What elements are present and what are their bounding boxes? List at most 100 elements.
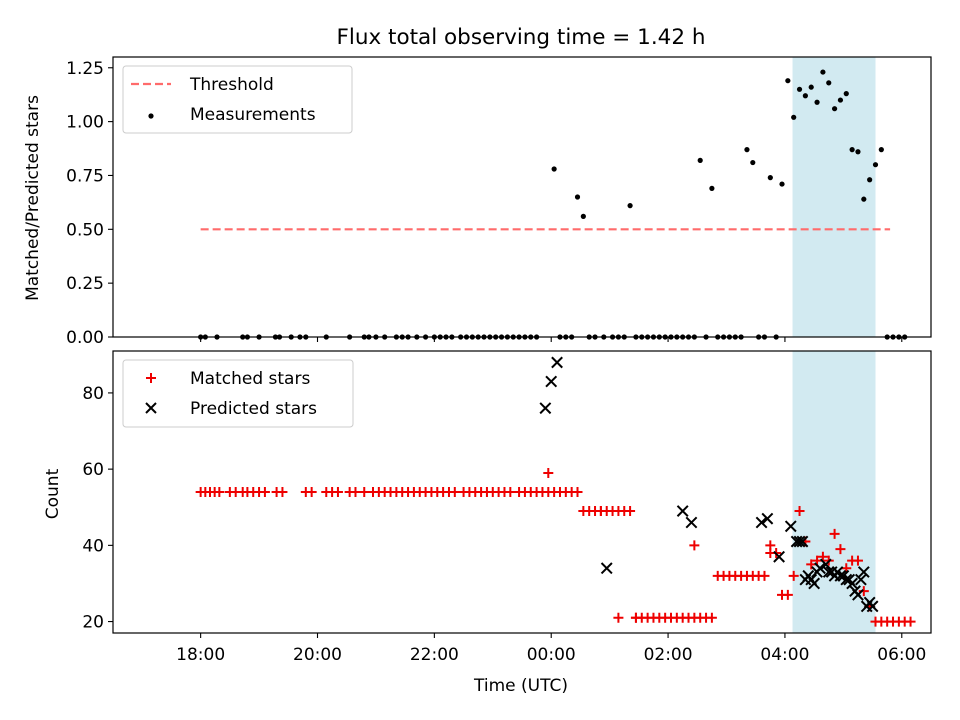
measurement-point bbox=[574, 194, 581, 200]
predicted-star-point bbox=[819, 558, 832, 571]
y-tick-label: 80 bbox=[82, 384, 104, 404]
matched-star-point bbox=[782, 589, 793, 600]
predicted-star-point bbox=[834, 569, 847, 582]
matched-star-point bbox=[706, 612, 717, 623]
legend-label: Predicted stars bbox=[190, 399, 317, 419]
predicted-star-point bbox=[685, 516, 698, 529]
y-tick-label: 0.00 bbox=[66, 328, 104, 348]
x-tick-label: 20:00 bbox=[293, 645, 342, 665]
measurement-point bbox=[551, 166, 557, 172]
top-y-axis-label: Matched/Predicted stars bbox=[23, 95, 43, 301]
predicted-star-point bbox=[840, 573, 853, 586]
legend-label: Threshold bbox=[189, 75, 274, 95]
predicted-star-point bbox=[822, 566, 835, 578]
matched-star-point bbox=[759, 570, 770, 581]
measurement-point bbox=[697, 157, 703, 163]
y-tick-label: 60 bbox=[82, 460, 104, 480]
predicted-star-point bbox=[796, 535, 809, 548]
legend-predicted-swatch bbox=[145, 402, 157, 414]
matched-star-point bbox=[449, 487, 460, 497]
legend-box bbox=[122, 359, 354, 428]
matched-star-point bbox=[630, 612, 641, 623]
predicted-star-point bbox=[755, 516, 768, 529]
matched-star-point bbox=[905, 616, 916, 627]
predicted-star-point bbox=[551, 356, 563, 369]
y-tick-label: 1.00 bbox=[66, 113, 104, 133]
measurement-point bbox=[744, 147, 750, 153]
predicted-star-point bbox=[676, 505, 689, 517]
predicted-star-point bbox=[852, 588, 864, 601]
matched-star-point bbox=[505, 487, 516, 497]
predicted-star-point bbox=[545, 375, 558, 388]
matched-star-point bbox=[595, 506, 606, 517]
top-panel: 0.00 0.25 0.50 0.75 1.00 1.25 Threshold Measure… bbox=[66, 56, 932, 348]
y-tick-label: 1.25 bbox=[66, 59, 104, 79]
matched-star-point bbox=[332, 487, 343, 497]
legend-measurement-swatch bbox=[148, 113, 154, 119]
legend-box bbox=[122, 65, 353, 134]
y-tick-label: 0.25 bbox=[66, 274, 104, 294]
measurement-point bbox=[872, 162, 879, 168]
chart-title: Flux total observing time = 1.42 h bbox=[337, 25, 706, 50]
matched-star-point bbox=[572, 487, 583, 497]
measurement-point bbox=[849, 147, 855, 153]
legend-matched-swatch bbox=[146, 373, 156, 383]
x-tick-label: 06:00 bbox=[877, 645, 926, 665]
y-tick-label: 0.50 bbox=[66, 220, 104, 240]
matched-star-point bbox=[350, 487, 361, 497]
predicted-star-point bbox=[784, 520, 797, 533]
matched-star-point bbox=[765, 540, 776, 551]
measurement-point bbox=[796, 86, 803, 92]
axes-frame bbox=[112, 350, 932, 634]
x-axis-label: Time (UTC) bbox=[473, 676, 568, 696]
bottom-panel: 20 40 60 80 18:00 20:00 22:00 00:00 02:00 04:00 06… bbox=[82, 350, 932, 665]
legend-label: Matched stars bbox=[190, 369, 310, 389]
x-tick-label: 02:00 bbox=[644, 645, 693, 665]
matched-star-point bbox=[359, 487, 370, 497]
y-tick-label: 0.75 bbox=[66, 166, 104, 186]
measurement-point bbox=[861, 196, 867, 202]
matched-star-point bbox=[788, 570, 799, 581]
measurement-point bbox=[878, 147, 884, 153]
predicted-star-point bbox=[808, 577, 821, 590]
predicted-star-point bbox=[793, 535, 806, 548]
matched-star-point bbox=[794, 506, 805, 517]
bottom-y-axis-label: Count bbox=[43, 468, 63, 519]
y-tick-label: 20 bbox=[82, 613, 104, 633]
highlight-span bbox=[792, 351, 876, 633]
measurement-point bbox=[580, 213, 586, 219]
measurement-point bbox=[837, 97, 844, 103]
measurement-point bbox=[826, 80, 832, 86]
x-tick-label: 04:00 bbox=[760, 645, 809, 665]
axes-frame bbox=[112, 56, 932, 338]
predicted-star-point bbox=[857, 566, 870, 578]
matched-star-point bbox=[829, 528, 840, 539]
measurement-point bbox=[791, 114, 797, 120]
predicted-star-point bbox=[773, 550, 785, 563]
predicted-star-point bbox=[854, 573, 867, 586]
measurement-point bbox=[867, 177, 873, 183]
predicted-star-point bbox=[846, 577, 859, 590]
predicted-star-point bbox=[600, 562, 613, 575]
x-tick-label: 00:00 bbox=[527, 645, 576, 665]
y-tick-label: 40 bbox=[82, 536, 104, 556]
legend-label: Measurements bbox=[190, 105, 316, 125]
matched-star-point bbox=[306, 487, 317, 497]
measurement-point bbox=[767, 175, 773, 181]
predicted-star-point bbox=[539, 402, 552, 415]
measurement-point bbox=[855, 149, 861, 155]
matched-star-point bbox=[806, 559, 817, 570]
measurement-point bbox=[808, 84, 814, 90]
measurement-point bbox=[820, 69, 826, 75]
matched-star-point bbox=[214, 487, 225, 497]
matched-star-point bbox=[689, 540, 700, 551]
x-tick-label: 18:00 bbox=[176, 645, 225, 665]
measurement-point bbox=[709, 185, 715, 191]
measurement-point bbox=[779, 181, 785, 187]
measurement-point bbox=[831, 106, 838, 112]
legend: Matched stars Predicted stars bbox=[122, 359, 354, 428]
matched-star-point bbox=[259, 487, 270, 497]
measurement-point bbox=[785, 78, 791, 84]
matched-star-point bbox=[277, 487, 288, 497]
